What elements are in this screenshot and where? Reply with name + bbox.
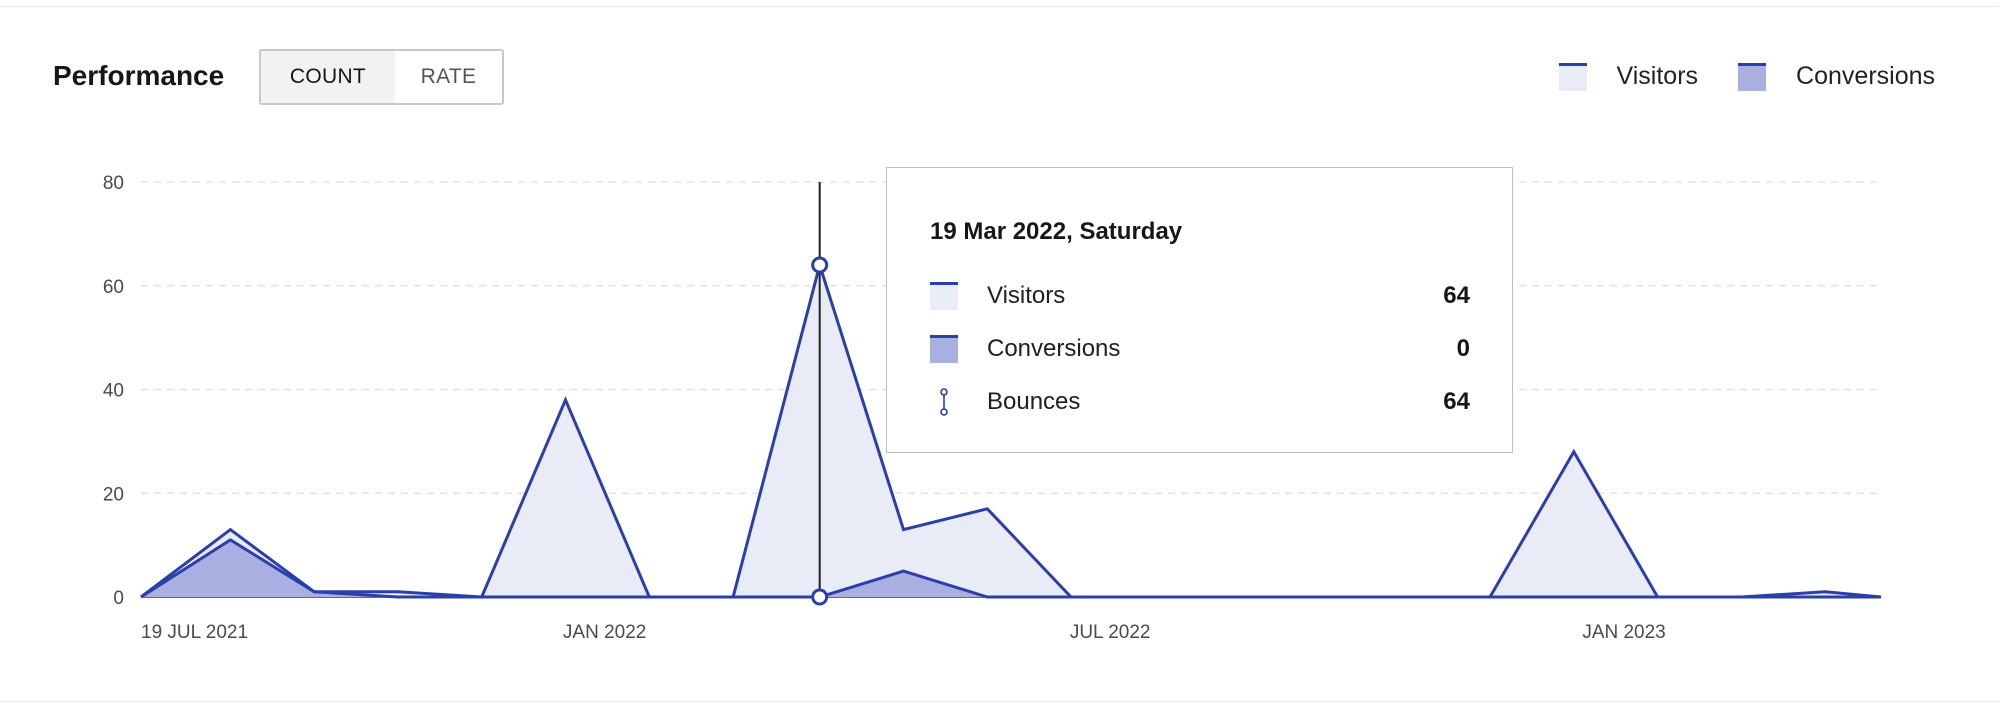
toggle-count-button[interactable]: COUNT <box>261 51 395 103</box>
y-tick-label: 40 <box>103 381 124 402</box>
x-tick-label: JAN 2022 <box>563 622 646 643</box>
conversions-swatch-icon <box>1738 62 1767 91</box>
legend-label-conversions: Conversions <box>1796 62 1935 90</box>
area-visitors <box>141 265 1881 597</box>
hover-tooltip: 19 Mar 2022, Saturday Visitors 64 Conver… <box>886 167 1513 453</box>
line-conversions <box>140 538 1881 599</box>
y-tick-label: 0 <box>113 588 124 609</box>
legend-item-conversions[interactable]: Conversions <box>1738 62 1935 91</box>
bounces-range-icon <box>940 388 948 416</box>
tooltip-label-conversions: Conversions <box>987 335 1121 362</box>
visitors-swatch-icon <box>930 282 958 310</box>
page-title: Performance <box>53 60 225 91</box>
tooltip-value-bounces: 64 <box>1443 388 1470 415</box>
legend-label-visitors: Visitors <box>1616 62 1699 90</box>
series-lines <box>140 259 1882 599</box>
y-tick-label: 20 <box>103 484 124 505</box>
tooltip-value-conversions: 0 <box>1456 335 1470 362</box>
tooltip-row-visitors: Visitors 64 <box>930 281 1470 311</box>
y-axis-ticks: 0 20 40 60 80 <box>103 173 124 609</box>
tooltip-label-visitors: Visitors <box>987 282 1066 309</box>
hover-point-visitors <box>811 256 829 274</box>
count-rate-toggle: COUNT RATE <box>259 49 504 105</box>
x-axis-ticks: 19 JUL 2021 JAN 2022 JUL 2022 JAN 2023 <box>141 622 1666 643</box>
performance-card <box>0 6 1999 702</box>
hover-indicator <box>811 182 829 606</box>
tooltip-label-bounces: Bounces <box>987 388 1081 415</box>
x-tick-label: 19 JUL 2021 <box>141 622 248 643</box>
hover-point-conversions <box>811 588 829 606</box>
legend-item-visitors[interactable]: Visitors <box>1558 62 1699 91</box>
x-tick-label: JUL 2022 <box>1070 622 1151 643</box>
tooltip-date: 19 Mar 2022, Saturday <box>930 218 1183 245</box>
tooltip-row-bounces: Bounces 64 <box>930 387 1470 417</box>
y-tick-label: 80 <box>103 173 124 194</box>
tooltip-value-visitors: 64 <box>1443 282 1470 309</box>
y-tick-label: 60 <box>103 277 124 298</box>
tooltip-row-conversions: Conversions 0 <box>930 334 1470 364</box>
toggle-rate-button[interactable]: RATE <box>395 51 502 103</box>
line-visitors <box>140 259 1882 599</box>
series-areas <box>141 265 1881 597</box>
conversions-swatch-icon <box>930 335 958 363</box>
chart-legend: Visitors Conversions <box>1519 62 1935 91</box>
visitors-swatch-icon <box>1558 62 1587 91</box>
x-tick-label: JAN 2023 <box>1582 622 1665 643</box>
